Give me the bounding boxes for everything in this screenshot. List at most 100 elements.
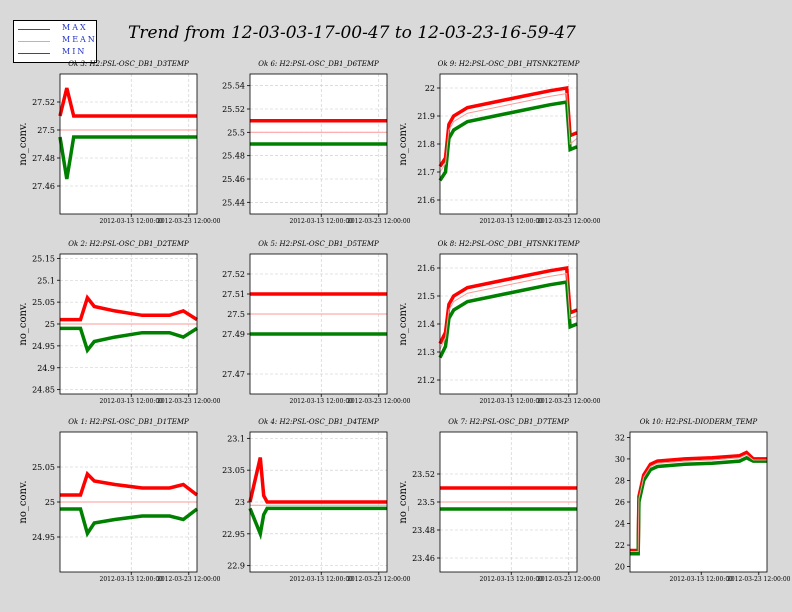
y-tick-label-2-3: 25.5: [227, 128, 245, 137]
y-tick-label-4-0: 24.85: [32, 386, 55, 395]
series-mean-3: [439, 93, 578, 173]
y-tick-label-10-0: 20: [615, 563, 625, 572]
x-tick-label-9-0: 2012-03-13 12:00:00: [480, 576, 544, 583]
y-tick-label-10-1: 22: [615, 541, 625, 550]
plot-frame-7: [59, 431, 198, 573]
y-tick-label-7-0: 24.95: [32, 533, 55, 542]
y-tick-label-7-2: 25.05: [32, 463, 55, 472]
y-tick-label-4-4: 25.05: [32, 298, 55, 307]
chart-title-4: Ok 2: H2:PSL-OSC_DB1_D2TEMP: [68, 240, 189, 248]
y-tick-label-3-1: 21.7: [417, 168, 435, 177]
y-tick-label-8-0: 22.9: [227, 562, 245, 571]
plot-frame-8: [249, 431, 388, 573]
x-tick-label-3-0: 2012-03-13 12:00:00: [480, 218, 544, 225]
x-tick-label-7-1: 2012-03-23 12:00:00: [157, 576, 221, 583]
y-axis-label-6: no_conv.: [398, 302, 409, 345]
y-axis-label-3: no_conv.: [398, 122, 409, 165]
y-tick-label-4-1: 24.9: [37, 364, 55, 373]
y-axis-label-1: no_conv.: [18, 122, 29, 165]
y-tick-label-6-4: 21.6: [417, 264, 435, 273]
chart-title-10: Ok 10: H2:PSL-DIODERM_TEMP: [640, 418, 758, 426]
x-tick-label-4-1: 2012-03-23 12:00:00: [157, 398, 221, 405]
y-tick-label-10-5: 30: [615, 455, 625, 464]
series-max-7: [60, 470, 199, 497]
x-tick-label-2-0: 2012-03-13 12:00:00: [290, 218, 354, 225]
plot-frame-9: [439, 431, 578, 573]
series-max-4: [60, 294, 198, 322]
series-max-1: [58, 87, 197, 118]
chart-title-6: Ok 8: H2:PSL-OSC_DB1_HTSNK1TEMP: [438, 240, 580, 248]
y-tick-label-10-3: 26: [615, 498, 625, 507]
plot-frame-5: [249, 253, 388, 395]
y-tick-label-10-2: 24: [615, 520, 625, 529]
x-tick-label-10-1: 2012-03-23 12:00:00: [727, 576, 791, 583]
x-tick-label-1-0: 2012-03-13 12:00:00: [100, 218, 164, 225]
y-tick-label-2-5: 25.54: [222, 82, 245, 91]
series-mean-6: [439, 273, 578, 350]
legend-label-max: MAX: [62, 23, 88, 32]
y-tick-label-6-0: 21.2: [417, 376, 435, 385]
y-tick-label-4-5: 25.1: [37, 276, 55, 285]
x-tick-label-4-0: 2012-03-13 12:00:00: [100, 398, 164, 405]
y-tick-label-5-2: 27.5: [227, 310, 245, 319]
series-max-8: [248, 457, 387, 504]
y-tick-label-6-2: 21.4: [417, 320, 435, 329]
legend-swatch-max: [18, 29, 50, 30]
legend-item-max: MAX: [18, 23, 94, 35]
x-tick-label-8-1: 2012-03-23 12:00:00: [347, 576, 411, 583]
plot-frame-6: [439, 253, 578, 395]
y-tick-label-10-6: 32: [615, 433, 625, 442]
y-tick-label-3-2: 21.8: [417, 140, 435, 149]
x-tick-label-3-1: 2012-03-23 12:00:00: [537, 218, 601, 225]
y-tick-label-8-1: 22.95: [222, 530, 245, 539]
y-tick-label-9-1: 23.48: [412, 526, 435, 535]
chart-title-9: Ok 7: H2:PSL-OSC_DB1_D7TEMP: [448, 418, 569, 426]
y-axis-label-4: no_conv.: [18, 302, 29, 345]
y-tick-label-1-1: 27.48: [32, 154, 55, 163]
y-tick-label-4-6: 25.15: [32, 254, 55, 263]
x-tick-label-5-0: 2012-03-13 12:00:00: [290, 398, 354, 405]
series-min-8: [248, 506, 387, 541]
y-tick-label-10-4: 28: [615, 476, 625, 485]
plot-frame-3: [439, 73, 578, 215]
y-tick-label-4-3: 25: [45, 320, 55, 329]
y-tick-label-5-4: 27.52: [222, 270, 245, 279]
y-tick-label-3-0: 21.6: [417, 196, 435, 205]
y-tick-label-9-2: 23.5: [417, 498, 435, 507]
x-tick-label-1-1: 2012-03-23 12:00:00: [157, 218, 221, 225]
y-tick-label-1-0: 27.46: [32, 182, 55, 191]
y-tick-label-4-2: 24.95: [32, 342, 55, 351]
y-axis-label-7: no_conv.: [18, 480, 29, 523]
y-tick-label-2-4: 25.52: [222, 105, 245, 114]
y-tick-label-1-2: 27.5: [37, 126, 55, 135]
y-tick-label-9-3: 23.52: [412, 470, 435, 479]
y-tick-label-7-1: 25: [45, 498, 55, 507]
plot-area-1: [60, 74, 197, 214]
y-tick-label-1-3: 27.52: [32, 98, 55, 107]
legend-item-min: MIN: [18, 47, 94, 59]
chart-title-8: Ok 4: H2:PSL-OSC_DB1_D4TEMP: [258, 418, 379, 426]
legend-swatch-mean: [18, 41, 50, 42]
x-tick-label-6-0: 2012-03-13 12:00:00: [480, 398, 544, 405]
y-tick-label-5-0: 27.47: [222, 370, 245, 379]
series-min-6: [438, 279, 578, 359]
series-min-1: [58, 135, 197, 180]
chart-title-3: Ok 9: H2:PSL-OSC_DB1_HTSNK2TEMP: [438, 60, 580, 68]
y-tick-label-3-3: 21.9: [417, 112, 435, 121]
y-tick-label-8-4: 23.1: [227, 434, 245, 443]
series-mean-10: [630, 454, 767, 552]
chart-title-7: Ok 1: H2:PSL-OSC_DB1_D1TEMP: [68, 418, 189, 426]
y-tick-label-6-1: 21.3: [417, 348, 435, 357]
x-tick-label-8-0: 2012-03-13 12:00:00: [290, 576, 354, 583]
y-tick-label-5-1: 27.49: [222, 330, 245, 339]
y-tick-label-9-0: 23.46: [412, 554, 435, 563]
x-tick-label-2-1: 2012-03-23 12:00:00: [347, 218, 411, 225]
x-tick-label-7-0: 2012-03-13 12:00:00: [100, 576, 164, 583]
chart-title-1: Ok 3: H2:PSL-OSC_DB1_D3TEMP: [68, 60, 189, 68]
legend-label-mean: MEAN: [62, 35, 97, 44]
x-tick-label-9-1: 2012-03-23 12:00:00: [537, 576, 601, 583]
legend-box: MAX MEAN MIN: [13, 20, 97, 63]
series-min-3: [438, 99, 578, 182]
y-tick-label-8-2: 23: [235, 498, 245, 507]
